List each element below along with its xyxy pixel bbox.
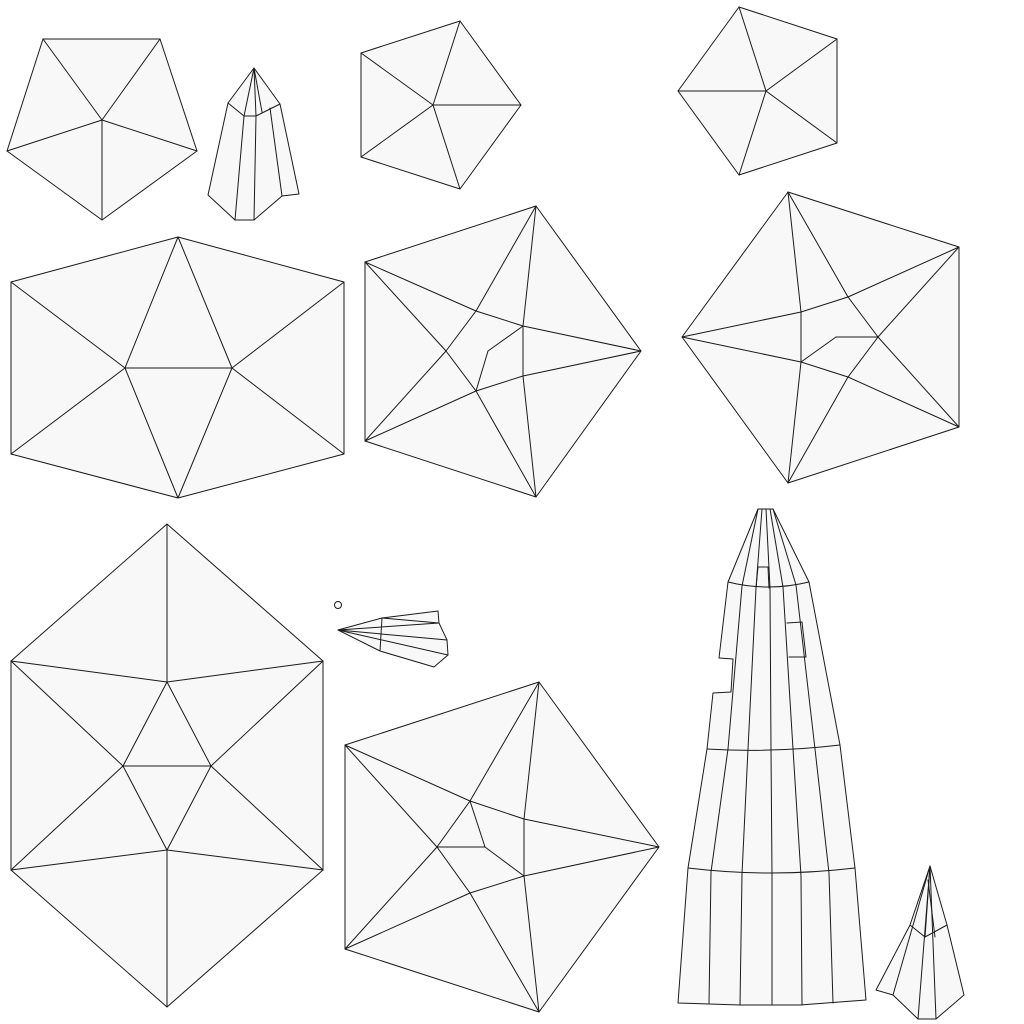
uv-shell-hexagon-tall: [10, 523, 324, 1008]
uv-shell-hexagon-wide: [10, 236, 345, 499]
uv-shell-fan-small: [334, 601, 449, 668]
uv-shell-pentagon-small-c: [677, 6, 838, 176]
uv-shell-spire-small-top: [207, 67, 300, 221]
uv-shell-spire-small-bottom: [875, 865, 965, 1020]
uv-shell-pentagon-small-b: [360, 20, 522, 190]
uv-vertex-marker: [334, 601, 342, 609]
uv-shell-pentagon-small-a: [6, 38, 198, 221]
uv-shell-pentagon-star-large-b: [681, 191, 960, 484]
uv-shell-pentagon-star-large-c: [344, 681, 660, 1013]
uv-shell-tower-strip: [677, 508, 867, 1006]
uv-shell-pentagon-star-large-a: [364, 205, 642, 498]
